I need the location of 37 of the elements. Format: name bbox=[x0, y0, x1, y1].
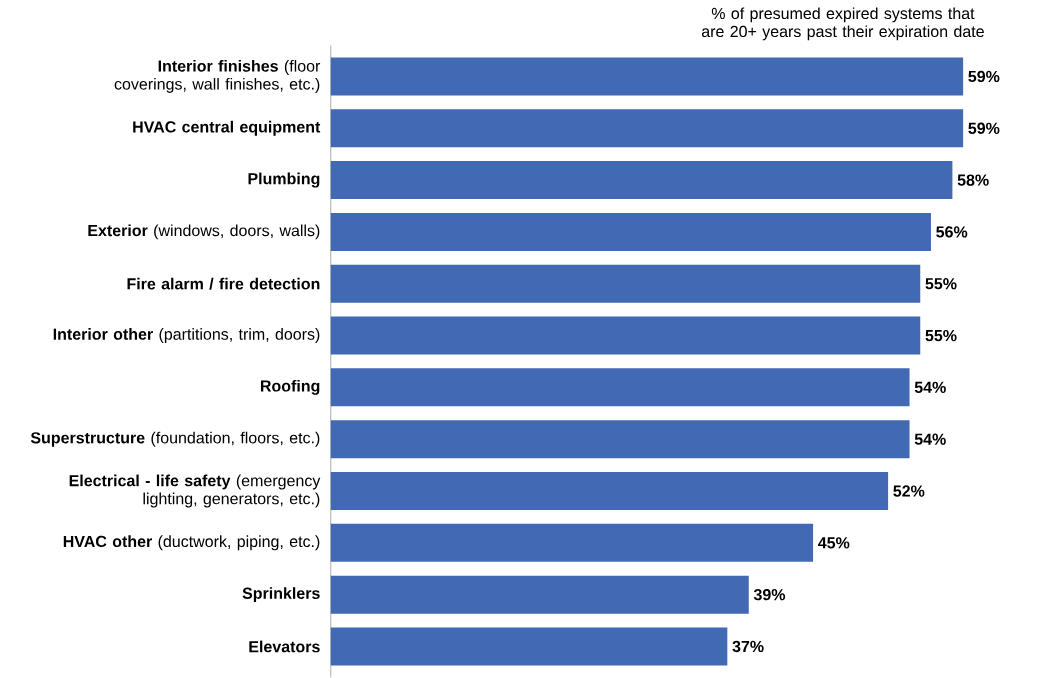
bar bbox=[330, 524, 814, 563]
y-tick-label: Interior finishes (floor coverings, wall finishes, etc.) bbox=[114, 60, 321, 94]
data-label: 56% bbox=[936, 226, 968, 238]
bar bbox=[330, 213, 931, 252]
data-label: 37% bbox=[732, 641, 764, 653]
data-label: 45% bbox=[818, 537, 850, 549]
data-label: 59% bbox=[968, 122, 1000, 135]
y-tick-label: HVAC central equipment bbox=[133, 121, 321, 136]
bar bbox=[330, 57, 964, 96]
y-tick-label: Electrical - life safety (emergency lighting, generators, etc.) bbox=[69, 474, 321, 508]
bar bbox=[330, 368, 910, 407]
bar bbox=[330, 264, 921, 303]
bar bbox=[330, 161, 953, 200]
bar bbox=[330, 575, 749, 614]
y-tick-label: Exterior (windows, doors, walls) bbox=[88, 224, 320, 240]
y-tick-label: Elevators bbox=[249, 640, 320, 653]
data-label: 55% bbox=[925, 330, 957, 342]
bar bbox=[330, 472, 889, 511]
data-label: 52% bbox=[893, 485, 925, 497]
bar bbox=[330, 109, 964, 148]
data-label: 54% bbox=[914, 381, 946, 394]
y-tick-label: Roofing bbox=[260, 380, 320, 396]
y-tick-label: Superstructure (foundation, floors, etc.) bbox=[30, 431, 320, 447]
data-label: 39% bbox=[753, 589, 786, 601]
y-tick-label: Interior other (partitions, trim, doors) bbox=[53, 328, 320, 344]
y-tick-label: Fire alarm / fire detection bbox=[127, 277, 320, 290]
bar bbox=[330, 316, 921, 355]
data-label: 59% bbox=[968, 71, 1000, 83]
data-label: 55% bbox=[925, 278, 957, 290]
chart-title: % of presumed expired systems that are 20+ years past their expiration date bbox=[701, 7, 984, 41]
y-tick-label: Sprinklers bbox=[242, 587, 320, 603]
bar bbox=[330, 420, 910, 459]
y-tick-label: HVAC other (ductwork, piping, etc.) bbox=[63, 535, 320, 551]
bar bbox=[330, 627, 728, 666]
data-label: 58% bbox=[957, 174, 989, 186]
data-label: 54% bbox=[914, 433, 946, 446]
y-tick-label: Plumbing bbox=[248, 172, 320, 188]
